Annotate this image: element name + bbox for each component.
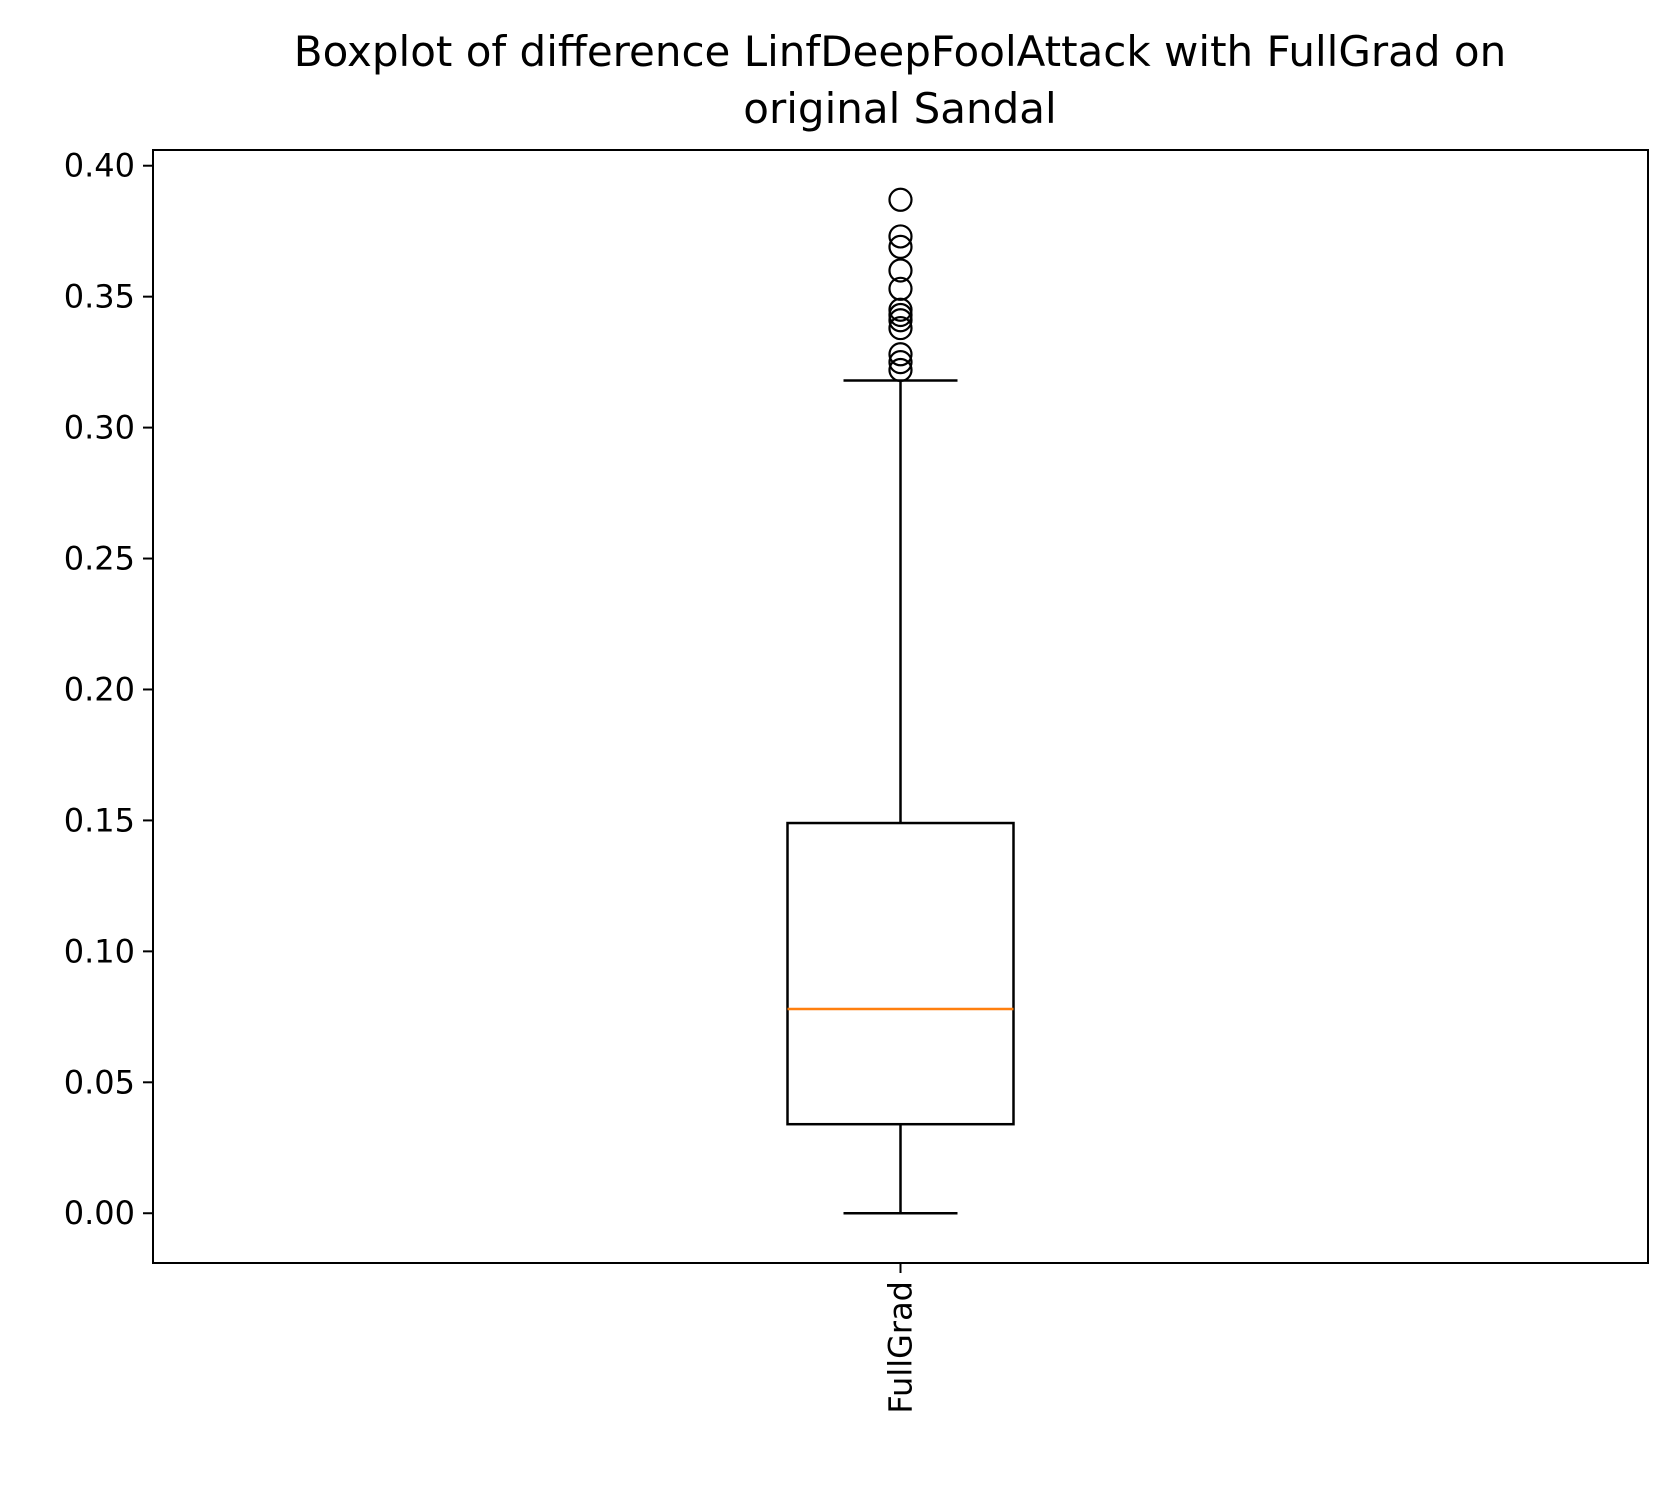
outlier-point	[888, 357, 913, 383]
box-iqr	[786, 821, 1015, 1126]
x-tick-label: FullGrad	[882, 1281, 920, 1414]
chart-title-line-1: Boxplot of difference LinfDeepFoolAttack…	[294, 27, 1506, 76]
chart-title-line-2: original Sandal	[743, 84, 1056, 133]
outlier-point	[888, 308, 913, 333]
y-tick-label: 0.05	[64, 1063, 135, 1101]
outlier-point	[888, 342, 913, 367]
outlier-point	[888, 315, 913, 341]
outlier-point	[888, 234, 913, 259]
y-tick-label: 0.20	[64, 670, 135, 708]
outlier-point	[888, 187, 913, 212]
outlier-point	[888, 350, 913, 375]
outlier-point	[888, 276, 913, 301]
y-tick-label: 0.00	[64, 1194, 135, 1232]
outlier-point	[888, 258, 913, 283]
outlier-point	[888, 224, 913, 249]
y-tick-label: 0.35	[64, 278, 135, 316]
y-tick-label: 0.25	[64, 540, 135, 578]
y-tick-label: 0.10	[64, 932, 135, 970]
plot-area: 0.00 0.05 0.10 0.15 0.20 0.25 0.30 0.35 0.40 Full…	[64, 147, 1649, 1414]
y-tick-label: 0.40	[64, 147, 135, 185]
outlier-point	[888, 302, 913, 328]
y-tick-label: 0.15	[64, 801, 135, 839]
y-tick-label: 0.30	[64, 409, 135, 447]
